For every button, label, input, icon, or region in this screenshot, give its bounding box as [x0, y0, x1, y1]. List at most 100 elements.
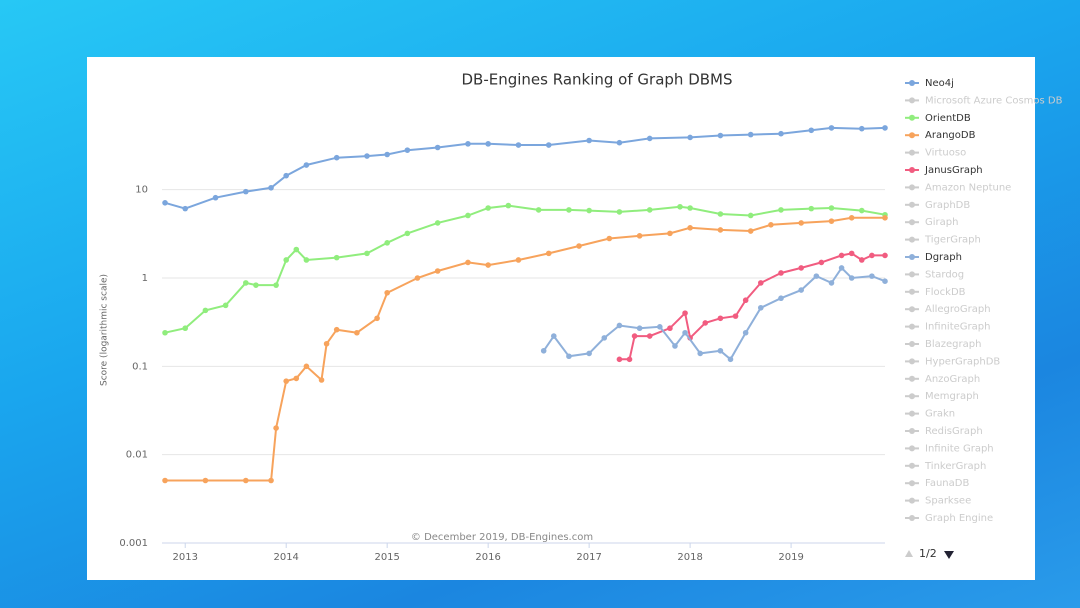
legend-symbol [909, 375, 915, 382]
legend-label: Sparksee [925, 496, 971, 507]
legend-item[interactable]: HyperGraphDB [905, 356, 1000, 367]
data-point [566, 353, 572, 360]
legend-item[interactable]: TigerGraph [905, 235, 981, 246]
legend-item[interactable]: Blazegraph [905, 339, 981, 350]
legend-symbol [909, 184, 915, 191]
legend-item[interactable]: Sparksee [905, 496, 971, 507]
data-point [742, 329, 749, 336]
x-tick-label: 2016 [475, 552, 500, 563]
legend-label: Blazegraph [925, 339, 981, 350]
data-point [702, 320, 709, 326]
legend-item[interactable]: OrientDB [905, 113, 971, 124]
legend-item[interactable]: FlockDB [905, 287, 966, 298]
legend-symbol [909, 80, 915, 86]
legend-item[interactable]: Giraph [905, 217, 958, 228]
y-tick-label: 0.01 [126, 450, 148, 461]
data-point [667, 325, 673, 332]
data-point [757, 280, 764, 286]
data-point [253, 282, 259, 288]
data-point [818, 259, 825, 266]
legend-item[interactable]: Neo4j [905, 78, 954, 89]
data-point [828, 125, 835, 131]
legend-page-down[interactable] [944, 551, 954, 559]
series-line [164, 204, 886, 334]
data-point [697, 350, 704, 357]
x-tick-label: 2019 [778, 552, 803, 563]
x-tick-label: 2013 [172, 552, 197, 563]
data-point [354, 329, 360, 336]
x-tick-label: 2014 [273, 552, 298, 563]
data-point [374, 315, 380, 322]
data-point [838, 265, 845, 271]
data-point [283, 172, 290, 179]
data-point [293, 246, 300, 253]
legend-page-up[interactable] [905, 550, 913, 557]
legend-symbol [909, 114, 915, 121]
data-point [333, 154, 340, 161]
data-point [243, 477, 249, 484]
data-point [202, 307, 209, 314]
legend-item[interactable]: Microsoft Azure Cosmos DB [905, 95, 1063, 106]
data-point [828, 280, 835, 286]
legend-symbol [909, 410, 915, 417]
data-point [606, 235, 613, 242]
legend-item[interactable]: Grakn [905, 409, 955, 420]
legend-symbol [909, 306, 915, 313]
legend-item[interactable]: Amazon Neptune [905, 182, 1011, 193]
data-point [798, 287, 804, 293]
legend-label: RedisGraph [925, 426, 983, 437]
legend-symbol [909, 497, 915, 504]
legend-label: JanusGraph [924, 165, 983, 176]
data-point [243, 188, 249, 195]
data-point [318, 377, 325, 383]
data-point [505, 202, 512, 209]
legend-symbol [909, 149, 915, 156]
series-line [165, 216, 885, 482]
data-point [646, 207, 653, 213]
legend-label: Amazon Neptune [925, 182, 1011, 193]
data-point [364, 250, 370, 257]
data-point [813, 273, 820, 279]
legend-item[interactable]: AllegroGraph [905, 304, 991, 315]
data-point [848, 250, 855, 257]
legend-label: TigerGraph [924, 235, 981, 246]
y-axis-title: Score (logarithmic scale) [100, 274, 110, 386]
data-point [848, 215, 855, 221]
data-point [465, 259, 471, 266]
data-point [162, 329, 168, 336]
legend-item[interactable]: FaunaDB [905, 478, 969, 489]
legend-label: FaunaDB [925, 478, 969, 489]
data-point [828, 205, 835, 211]
data-point [182, 205, 189, 212]
data-point [586, 137, 592, 144]
data-point [646, 135, 653, 142]
legend-label: Stardog [925, 269, 964, 280]
legend-item[interactable]: Stardog [905, 269, 964, 280]
legend-item[interactable]: Virtuoso [905, 148, 966, 159]
legend-item[interactable]: Memgraph [905, 391, 979, 402]
legend-item[interactable]: Infinite Graph [905, 443, 994, 454]
legend-label: Microsoft Azure Cosmos DB [925, 95, 1063, 106]
legend-symbol [909, 271, 915, 278]
data-point [616, 209, 623, 215]
legend-symbol [909, 428, 915, 434]
legend-item[interactable]: AnzoGraph [905, 374, 980, 385]
legend-symbol [909, 462, 915, 469]
data-point [687, 134, 693, 141]
legend-item[interactable]: ArangoDB [905, 130, 976, 141]
legend-item[interactable]: TinkerGraph [905, 461, 986, 472]
data-point [636, 233, 643, 239]
data-point [540, 347, 547, 354]
data-point [384, 151, 390, 158]
legend-item[interactable]: Graph Engine [905, 513, 993, 524]
legend-item[interactable]: GraphDB [905, 200, 970, 211]
data-point [333, 326, 340, 333]
legend-item[interactable]: JanusGraph [905, 165, 983, 176]
data-point [636, 325, 643, 332]
legend-item[interactable]: RedisGraph [905, 426, 983, 437]
legend-item[interactable]: Dgraph [905, 252, 962, 263]
legend-item[interactable]: InfiniteGraph [905, 322, 990, 333]
data-point [601, 335, 608, 341]
x-tick-label: 2015 [374, 552, 399, 563]
